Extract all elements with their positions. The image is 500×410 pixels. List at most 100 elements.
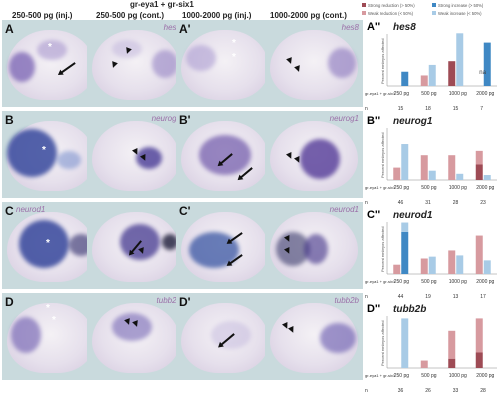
- row-label: gr-eya1 + gr-six1: [365, 373, 396, 378]
- chart-panel-label: B'': [367, 115, 381, 127]
- n-value: 33: [453, 388, 459, 394]
- n-value: 13: [453, 294, 459, 300]
- chart-tubb2b: D'' tubb2b Percent embryos affected 250 pg 3…: [365, 303, 497, 394]
- row-label: gr-eya1 + gr-six1: [365, 185, 396, 190]
- panel-B'-right: neurog1: [265, 111, 363, 198]
- bar-weak-reduction-50--1: [420, 258, 428, 274]
- category-label: 500 pg: [421, 373, 437, 379]
- panel-C-right: [87, 202, 185, 289]
- bar-strong-reduction-50--3: [475, 352, 483, 368]
- n-value: 19: [425, 294, 431, 300]
- embryo-image: [181, 303, 269, 373]
- chart-ylabel: Percent embryos affected: [380, 226, 385, 272]
- panel-A'-left: A' * *: [176, 20, 274, 107]
- chart-title: neurog1: [393, 116, 433, 127]
- panel-C'-right: neurod1: [265, 202, 363, 289]
- panel-label: C: [5, 204, 14, 218]
- category-label: 1000 pg: [449, 185, 467, 191]
- category-label: 500 pg: [421, 185, 437, 191]
- n-value: 18: [425, 106, 431, 112]
- bar-weak-reduction-50--1: [420, 360, 428, 368]
- panel-C'-left: C': [176, 202, 274, 289]
- chart-panel-label: A'': [367, 21, 381, 33]
- embryo-image: [7, 303, 95, 373]
- gene-label: neurod1: [329, 205, 359, 214]
- category-label: 2000 pg: [476, 91, 494, 97]
- category-label: 250 pg: [394, 91, 410, 97]
- gene-label: hes8: [341, 23, 359, 32]
- chart-hes8: A'' hes8 Percent embryos affected 250 pg 15 5…: [365, 21, 497, 112]
- embryo-image: [181, 30, 269, 100]
- chart-title: hes8: [393, 22, 416, 33]
- n-value: 36: [398, 388, 404, 394]
- panel-B-right: neurog1: [87, 111, 185, 198]
- asterisk-marker: *: [42, 145, 46, 156]
- asterisk-marker: *: [46, 238, 50, 249]
- panel-C-left: C neurod1 *: [2, 202, 100, 289]
- gene-label: neurog1: [329, 114, 359, 123]
- chart-ylabel: Percent embryos affected: [380, 320, 385, 366]
- bar-weak-reduction-50--3: [475, 318, 483, 353]
- category-label: 1000 pg: [449, 279, 467, 285]
- embryo-image: [181, 121, 269, 191]
- embryo-image: [270, 121, 358, 191]
- panel-label: B': [179, 113, 191, 127]
- chart-neurod1: C'' neurod1 Percent embryos affected 250 pg…: [365, 209, 497, 300]
- bar-strong-reduction-50--3: [475, 164, 483, 180]
- n-value: 31: [425, 200, 431, 206]
- panel-A'-right: hes8: [265, 20, 363, 107]
- bar-weak-increase-50--1: [428, 64, 436, 86]
- legend-label-weak-reduction: Weak reduction (< 50%): [368, 11, 414, 16]
- n-value: 28: [453, 200, 459, 206]
- panel-label: A': [179, 22, 191, 36]
- header-col1: 250-500 pg (inj.): [12, 11, 73, 20]
- bar-weak-reduction-50--0: [393, 167, 401, 180]
- legend-label-strong-reduction: Strong reduction (> 50%): [368, 3, 415, 8]
- n-value: 44: [398, 294, 404, 300]
- n-value: 46: [398, 200, 404, 206]
- legend-swatch-weak-reduction: [362, 11, 366, 15]
- row-label: gr-eya1 + gr-six1: [365, 91, 396, 96]
- bar-weak-reduction-50--2: [448, 250, 456, 274]
- n-value: 23: [480, 200, 486, 206]
- panel-label: B: [5, 113, 14, 127]
- category-label: 250 pg: [394, 279, 410, 285]
- panel-A-right: hes8: [87, 20, 185, 107]
- gene-label: neurod1: [16, 205, 46, 214]
- header-col2: 250-500 pg (cont.): [96, 11, 165, 20]
- bar-weak-increase-50--0: [401, 144, 409, 180]
- panel-D'-right: tubb2b: [265, 293, 363, 380]
- bar-weak-reduction-50--1: [420, 155, 428, 180]
- bar-weak-increase-50--1: [428, 170, 436, 180]
- embryo-image: [92, 303, 180, 373]
- embryo-image: [7, 30, 95, 100]
- chart-panel-label: C'': [367, 209, 381, 221]
- gene-label: tubb2b: [334, 296, 359, 305]
- n-value: 26: [425, 388, 431, 394]
- row-label: gr-eya1 + gr-six1: [365, 279, 396, 284]
- bar-weak-reduction-50--3: [475, 150, 483, 165]
- category-label: 500 pg: [421, 91, 437, 97]
- category-label: 2000 pg: [476, 185, 494, 191]
- category-label: 250 pg: [394, 185, 410, 191]
- n-label: n: [365, 294, 368, 300]
- header-col3: 1000-2000 pg (inj.): [182, 11, 252, 20]
- embryo-image: [181, 212, 269, 282]
- category-label: 2000 pg: [476, 279, 494, 285]
- panel-B'-left: B': [176, 111, 274, 198]
- n-label: n: [365, 106, 368, 112]
- bar-weak-reduction-50--3: [475, 235, 483, 274]
- legend-swatch-weak-increase: [432, 11, 436, 15]
- bar-weak-increase-50--0: [401, 222, 409, 232]
- embryo-image: [92, 30, 180, 100]
- legend-swatch-strong-increase: [432, 3, 436, 7]
- embryo-image: [270, 212, 358, 282]
- n-value: 15: [453, 106, 459, 112]
- bar-weak-increase-50--1: [428, 256, 436, 274]
- legend-swatch-strong-reduction: [362, 3, 366, 7]
- bar-strong-increase-50--0: [401, 71, 409, 86]
- gene-label: hes8: [163, 23, 181, 32]
- bar-weak-increase-50--0: [401, 318, 409, 368]
- asterisk-marker: *: [232, 52, 236, 63]
- bar-weak-increase-50--2: [456, 173, 464, 180]
